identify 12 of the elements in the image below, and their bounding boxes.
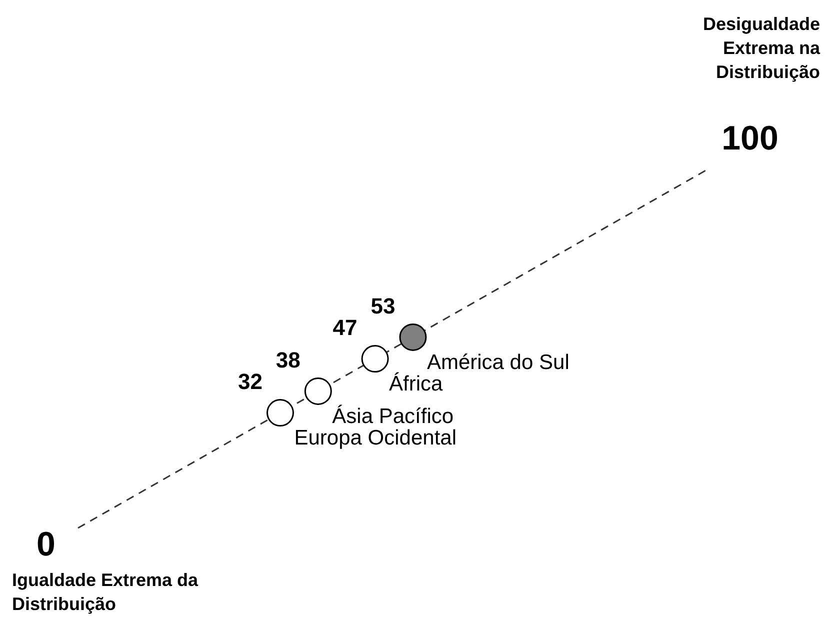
data-label: 38 — [276, 347, 300, 372]
text: Desigualdade Extrema na Distribuição — [702, 13, 820, 84]
category-label: Ásia Pacífico — [332, 404, 454, 428]
category-label: América do Sul — [426, 350, 570, 374]
text: Igualdade Extrema da Distribuição — [12, 569, 200, 616]
text: 100 — [722, 119, 778, 158]
data-label: 47 — [332, 314, 358, 340]
data-label: 53 — [370, 293, 396, 318]
text: 0 — [36, 525, 56, 564]
data-label: 32 — [238, 368, 262, 394]
category-label: África — [389, 372, 444, 396]
category-label: Europa Ocidental — [294, 426, 457, 450]
